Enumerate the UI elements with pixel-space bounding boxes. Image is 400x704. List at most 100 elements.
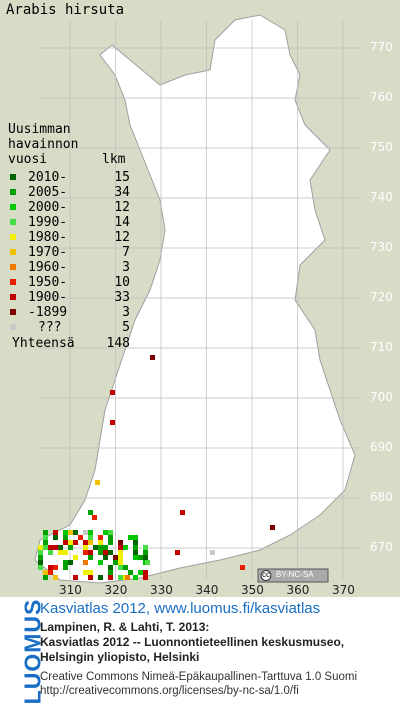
legend-count: 14	[114, 215, 130, 230]
occurrence	[38, 555, 43, 560]
legend-count: 10	[114, 275, 130, 290]
occurrence	[38, 560, 43, 565]
occurrence	[83, 530, 88, 535]
occurrence	[113, 555, 118, 560]
occurrence	[110, 390, 115, 395]
legend-label: -1899	[28, 305, 68, 320]
license-badge	[257, 568, 329, 583]
legend-count: 5	[122, 320, 130, 335]
x-label: 320	[104, 583, 128, 597]
occurrence	[83, 560, 88, 565]
occurrence	[145, 560, 150, 565]
occurrence	[43, 570, 48, 575]
occurrence	[88, 555, 93, 560]
occurrence	[88, 510, 93, 515]
y-label: 760	[370, 90, 393, 104]
occurrence	[108, 565, 113, 570]
occurrence	[108, 535, 113, 540]
x-label: 310	[59, 583, 82, 597]
legend-swatch	[10, 294, 16, 300]
occurrence	[98, 575, 103, 580]
occurrence	[43, 545, 48, 550]
occurrence	[88, 540, 93, 545]
y-label: 770	[370, 40, 393, 54]
occurrence	[118, 575, 123, 580]
occurrence	[240, 565, 245, 570]
occurrence	[123, 545, 128, 550]
occurrence	[63, 530, 68, 535]
occurrence	[88, 570, 93, 575]
occurrence	[63, 540, 68, 545]
legend-label: 2010-	[28, 170, 68, 185]
legend-swatch	[10, 219, 16, 225]
occurrence	[103, 545, 108, 550]
occurrence	[53, 530, 58, 535]
occurrence	[53, 575, 58, 580]
grid	[40, 20, 360, 580]
occurrence	[83, 545, 88, 550]
occurrence	[48, 545, 53, 550]
map	[0, 0, 400, 597]
occurrence	[63, 560, 68, 565]
occurrence	[73, 575, 78, 580]
occurrence	[270, 525, 275, 530]
legend-total: 148	[106, 336, 130, 351]
occurrence	[43, 540, 48, 545]
occurrence	[180, 510, 185, 515]
occurrence	[128, 535, 133, 540]
occurrence	[58, 550, 63, 555]
occurrence	[63, 535, 68, 540]
occurrence	[103, 555, 108, 560]
occurrence	[103, 550, 108, 555]
occurrence	[38, 545, 43, 550]
legend-count: 12	[114, 230, 130, 245]
link[interactable]: Kasviatlas 2012, www.luomus.fi/kasviatla…	[40, 600, 321, 617]
x-label: 360	[286, 583, 310, 597]
legend-swatch	[10, 324, 16, 330]
occurrence	[98, 560, 103, 565]
legend-label: 1950-	[28, 275, 68, 290]
occurrence	[53, 565, 58, 570]
legend-total-label: Yhteensä	[12, 336, 75, 351]
occurrence	[175, 550, 180, 555]
occurrence	[108, 530, 113, 535]
occurrence	[118, 560, 123, 565]
occurrence	[143, 550, 148, 555]
occurrence	[88, 530, 93, 535]
occurrence	[43, 575, 48, 580]
legend-swatch	[10, 234, 16, 240]
legend-swatch	[10, 204, 16, 210]
y-label: 720	[370, 290, 393, 304]
legend-label: 1970-	[28, 245, 68, 260]
occurrence	[210, 550, 215, 555]
occurrence	[103, 530, 108, 535]
y-label: 670	[370, 540, 393, 554]
legend-heading: Uusimman	[8, 122, 71, 137]
occurrence	[68, 545, 73, 550]
occurrence	[53, 535, 58, 540]
occurrence	[138, 555, 143, 560]
y-label: 690	[370, 440, 393, 454]
citation-line: Lampinen, R. & Lahti, T. 2013:	[40, 620, 210, 634]
occurrence	[98, 550, 103, 555]
occurrence	[108, 570, 113, 575]
occurrence	[133, 535, 138, 540]
legend-count: 3	[122, 260, 130, 275]
occurrence	[150, 355, 155, 360]
map-title: Arabis hirsuta	[6, 2, 125, 18]
badge-icon	[260, 570, 272, 581]
legend-label: 2000-	[28, 200, 68, 215]
legend-heading: havainnon	[8, 137, 79, 152]
legend-swatch	[10, 249, 16, 255]
occurrences	[38, 355, 275, 580]
y-label: 710	[370, 340, 393, 354]
occurrence	[133, 555, 138, 560]
occurrence	[98, 545, 103, 550]
license-line[interactable]: http://creativecommons.org/licenses/by-n…	[40, 685, 299, 697]
citation-line: Kasviatlas 2012 -- Luonnontieteellinen k…	[40, 635, 345, 649]
occurrence	[53, 545, 58, 550]
y-label: 730	[370, 240, 393, 254]
occurrence	[38, 550, 43, 555]
occurrence	[73, 540, 78, 545]
occurrence	[43, 530, 48, 535]
